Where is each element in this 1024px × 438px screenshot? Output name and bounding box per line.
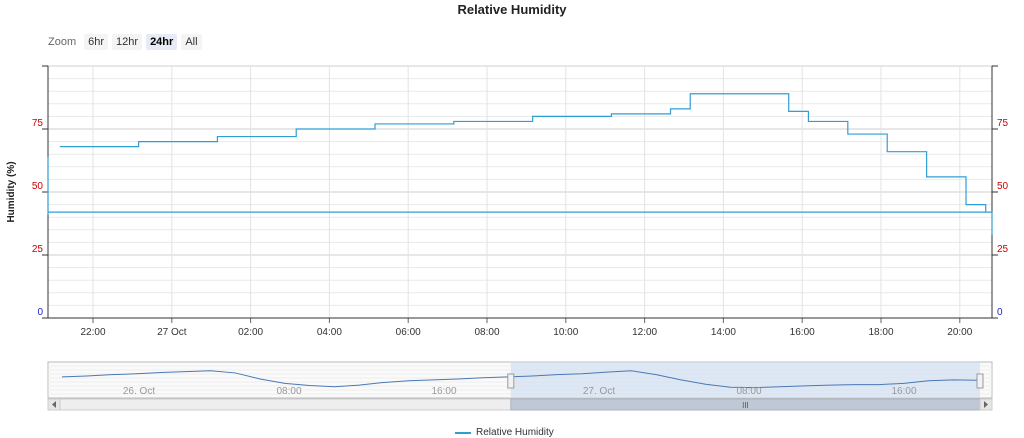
- x-tick-label: 18:00: [868, 327, 893, 338]
- navigator-label: 08:00: [736, 386, 761, 397]
- y-tick-label-left: 75: [32, 118, 44, 129]
- zoom-label: Zoom: [48, 36, 77, 48]
- zoom-24hr-button[interactable]: 24hr: [146, 34, 178, 50]
- zoom-selector: Zoom 6hr 12hr 24hr All: [48, 34, 206, 50]
- x-tick-label: 12:00: [632, 327, 657, 338]
- y-axis-title: Humidity (%): [6, 161, 17, 222]
- navigator-series-line: [61, 370, 979, 389]
- x-tick-label: 22:00: [80, 327, 105, 338]
- x-tick-label: 20:00: [947, 327, 972, 338]
- zoom-6hr-button[interactable]: 6hr: [84, 34, 109, 50]
- x-tick-label: 10:00: [553, 327, 578, 338]
- x-tick-label: 14:00: [711, 327, 736, 338]
- humidity-series-line: [47, 93, 993, 235]
- legend[interactable]: Relative Humidity: [455, 427, 554, 438]
- navigator-label: 16:00: [891, 386, 916, 397]
- x-tick-label: 02:00: [238, 327, 263, 338]
- chevron-right-icon: [984, 401, 988, 408]
- x-tick-label: 06:00: [396, 327, 421, 338]
- navigator-right-handle[interactable]: [976, 373, 984, 389]
- chevron-left-icon: [52, 401, 56, 408]
- navigator-left-handle[interactable]: [507, 373, 515, 389]
- navigator-label: 27. Oct: [583, 386, 615, 397]
- legend-line-icon: [455, 431, 471, 434]
- navigator-selection: [510, 362, 980, 398]
- x-tick-label: 16:00: [790, 327, 815, 338]
- y-tick-label-right: 0: [997, 307, 1003, 318]
- navigator-label: 16:00: [431, 386, 456, 397]
- x-tick-label: 27 Oct: [157, 327, 187, 338]
- y-tick-label-right: 75: [997, 118, 1009, 129]
- y-tick-label-left: 25: [32, 244, 44, 255]
- navigator-label: 26. Oct: [123, 386, 155, 397]
- y-tick-label-right: 25: [997, 244, 1009, 255]
- x-tick-label: 08:00: [474, 327, 499, 338]
- zoom-all-button[interactable]: All: [181, 34, 202, 50]
- y-tick-label-left: 0: [37, 307, 43, 318]
- chart-title: Relative Humidity: [457, 2, 567, 17]
- y-tick-label-right: 50: [997, 181, 1009, 192]
- legend-label: Relative Humidity: [476, 427, 554, 438]
- zoom-12hr-button[interactable]: 12hr: [112, 34, 143, 50]
- x-tick-label: 04:00: [317, 327, 342, 338]
- navigator-label: 08:00: [276, 386, 301, 397]
- scrollbar-grip-icon: III: [742, 401, 749, 410]
- y-tick-label-left: 50: [32, 181, 44, 192]
